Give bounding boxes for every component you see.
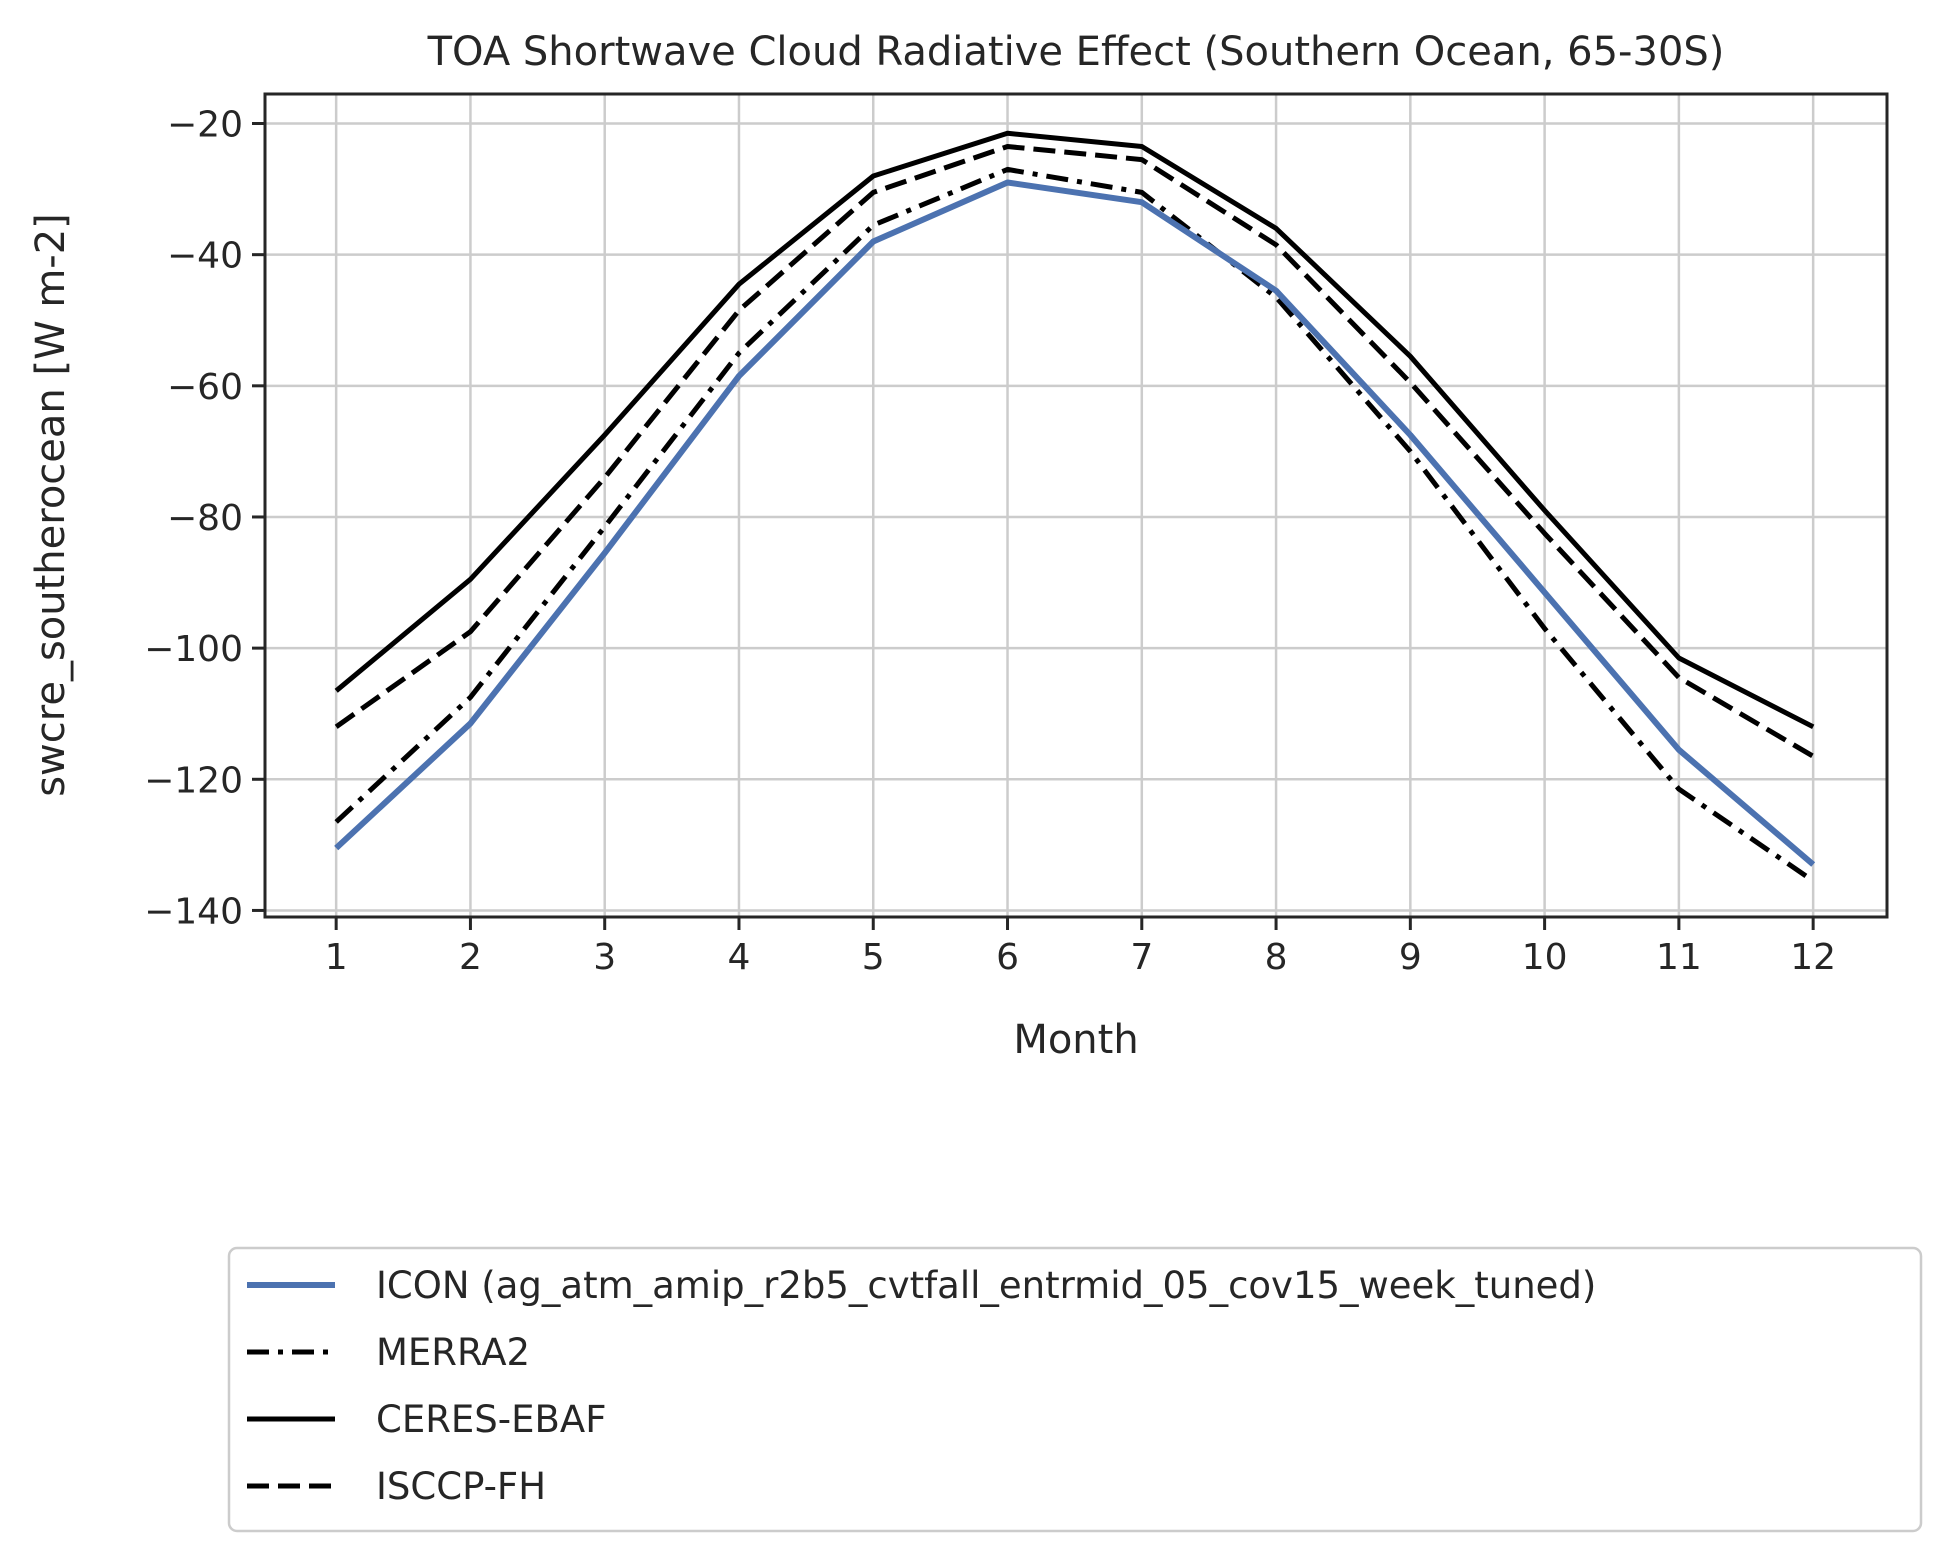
x-tick-label: 8	[1265, 937, 1288, 978]
legend-label: ISCCP-FH	[376, 1465, 546, 1508]
y-tick-label: −140	[144, 891, 243, 932]
x-tick-label: 9	[1399, 937, 1422, 978]
axis-ticks: 1 2 3 4 5 6 7 8 9 10 11 12−20−40−60−80−100−120−140	[144, 105, 1836, 978]
plot-frame	[263, 92, 1889, 919]
series-line-merra2	[334, 166, 1815, 883]
x-tick-label: 6	[996, 937, 1019, 978]
x-tick-label: 7	[1130, 937, 1153, 978]
x-tick-label: 12	[1790, 937, 1836, 978]
y-axis-label: swcre_southerocean [W m-2]	[28, 213, 74, 797]
y-tick-label: −100	[144, 629, 243, 670]
x-tick-label: 3	[593, 937, 616, 978]
y-tick-label: −120	[144, 760, 243, 801]
legend-box	[227, 1246, 1923, 1533]
legend: ICON (ag_atm_amip_r2b5_cvtfall_entrmid_0…	[227, 1246, 1923, 1533]
legend-label: MERRA2	[376, 1331, 530, 1374]
y-tick-label: −40	[167, 236, 243, 277]
x-tick-label: 5	[862, 937, 885, 978]
legend-label: CERES-EBAF	[376, 1398, 607, 1441]
x-tick-label: 11	[1656, 937, 1702, 978]
x-tick-label: 2	[459, 937, 482, 978]
x-tick-label: 10	[1522, 937, 1568, 978]
chart-title: TOA Shortwave Cloud Radiative Effect (So…	[427, 29, 1725, 75]
y-tick-label: −20	[167, 105, 243, 146]
legend-label: ICON (ag_atm_amip_r2b5_cvtfall_entrmid_0…	[376, 1264, 1596, 1307]
series-line-isccp-fh	[334, 144, 1815, 759]
series-line-icon	[334, 179, 1816, 867]
y-tick-label: −80	[167, 498, 243, 539]
series-lines	[334, 130, 1816, 883]
x-tick-label: 1	[325, 937, 348, 978]
x-axis-label: Month	[1013, 1017, 1138, 1063]
x-tick-label: 4	[728, 937, 751, 978]
series-line-ceres-ebaf	[334, 130, 1815, 730]
y-tick-label: −60	[167, 367, 243, 408]
